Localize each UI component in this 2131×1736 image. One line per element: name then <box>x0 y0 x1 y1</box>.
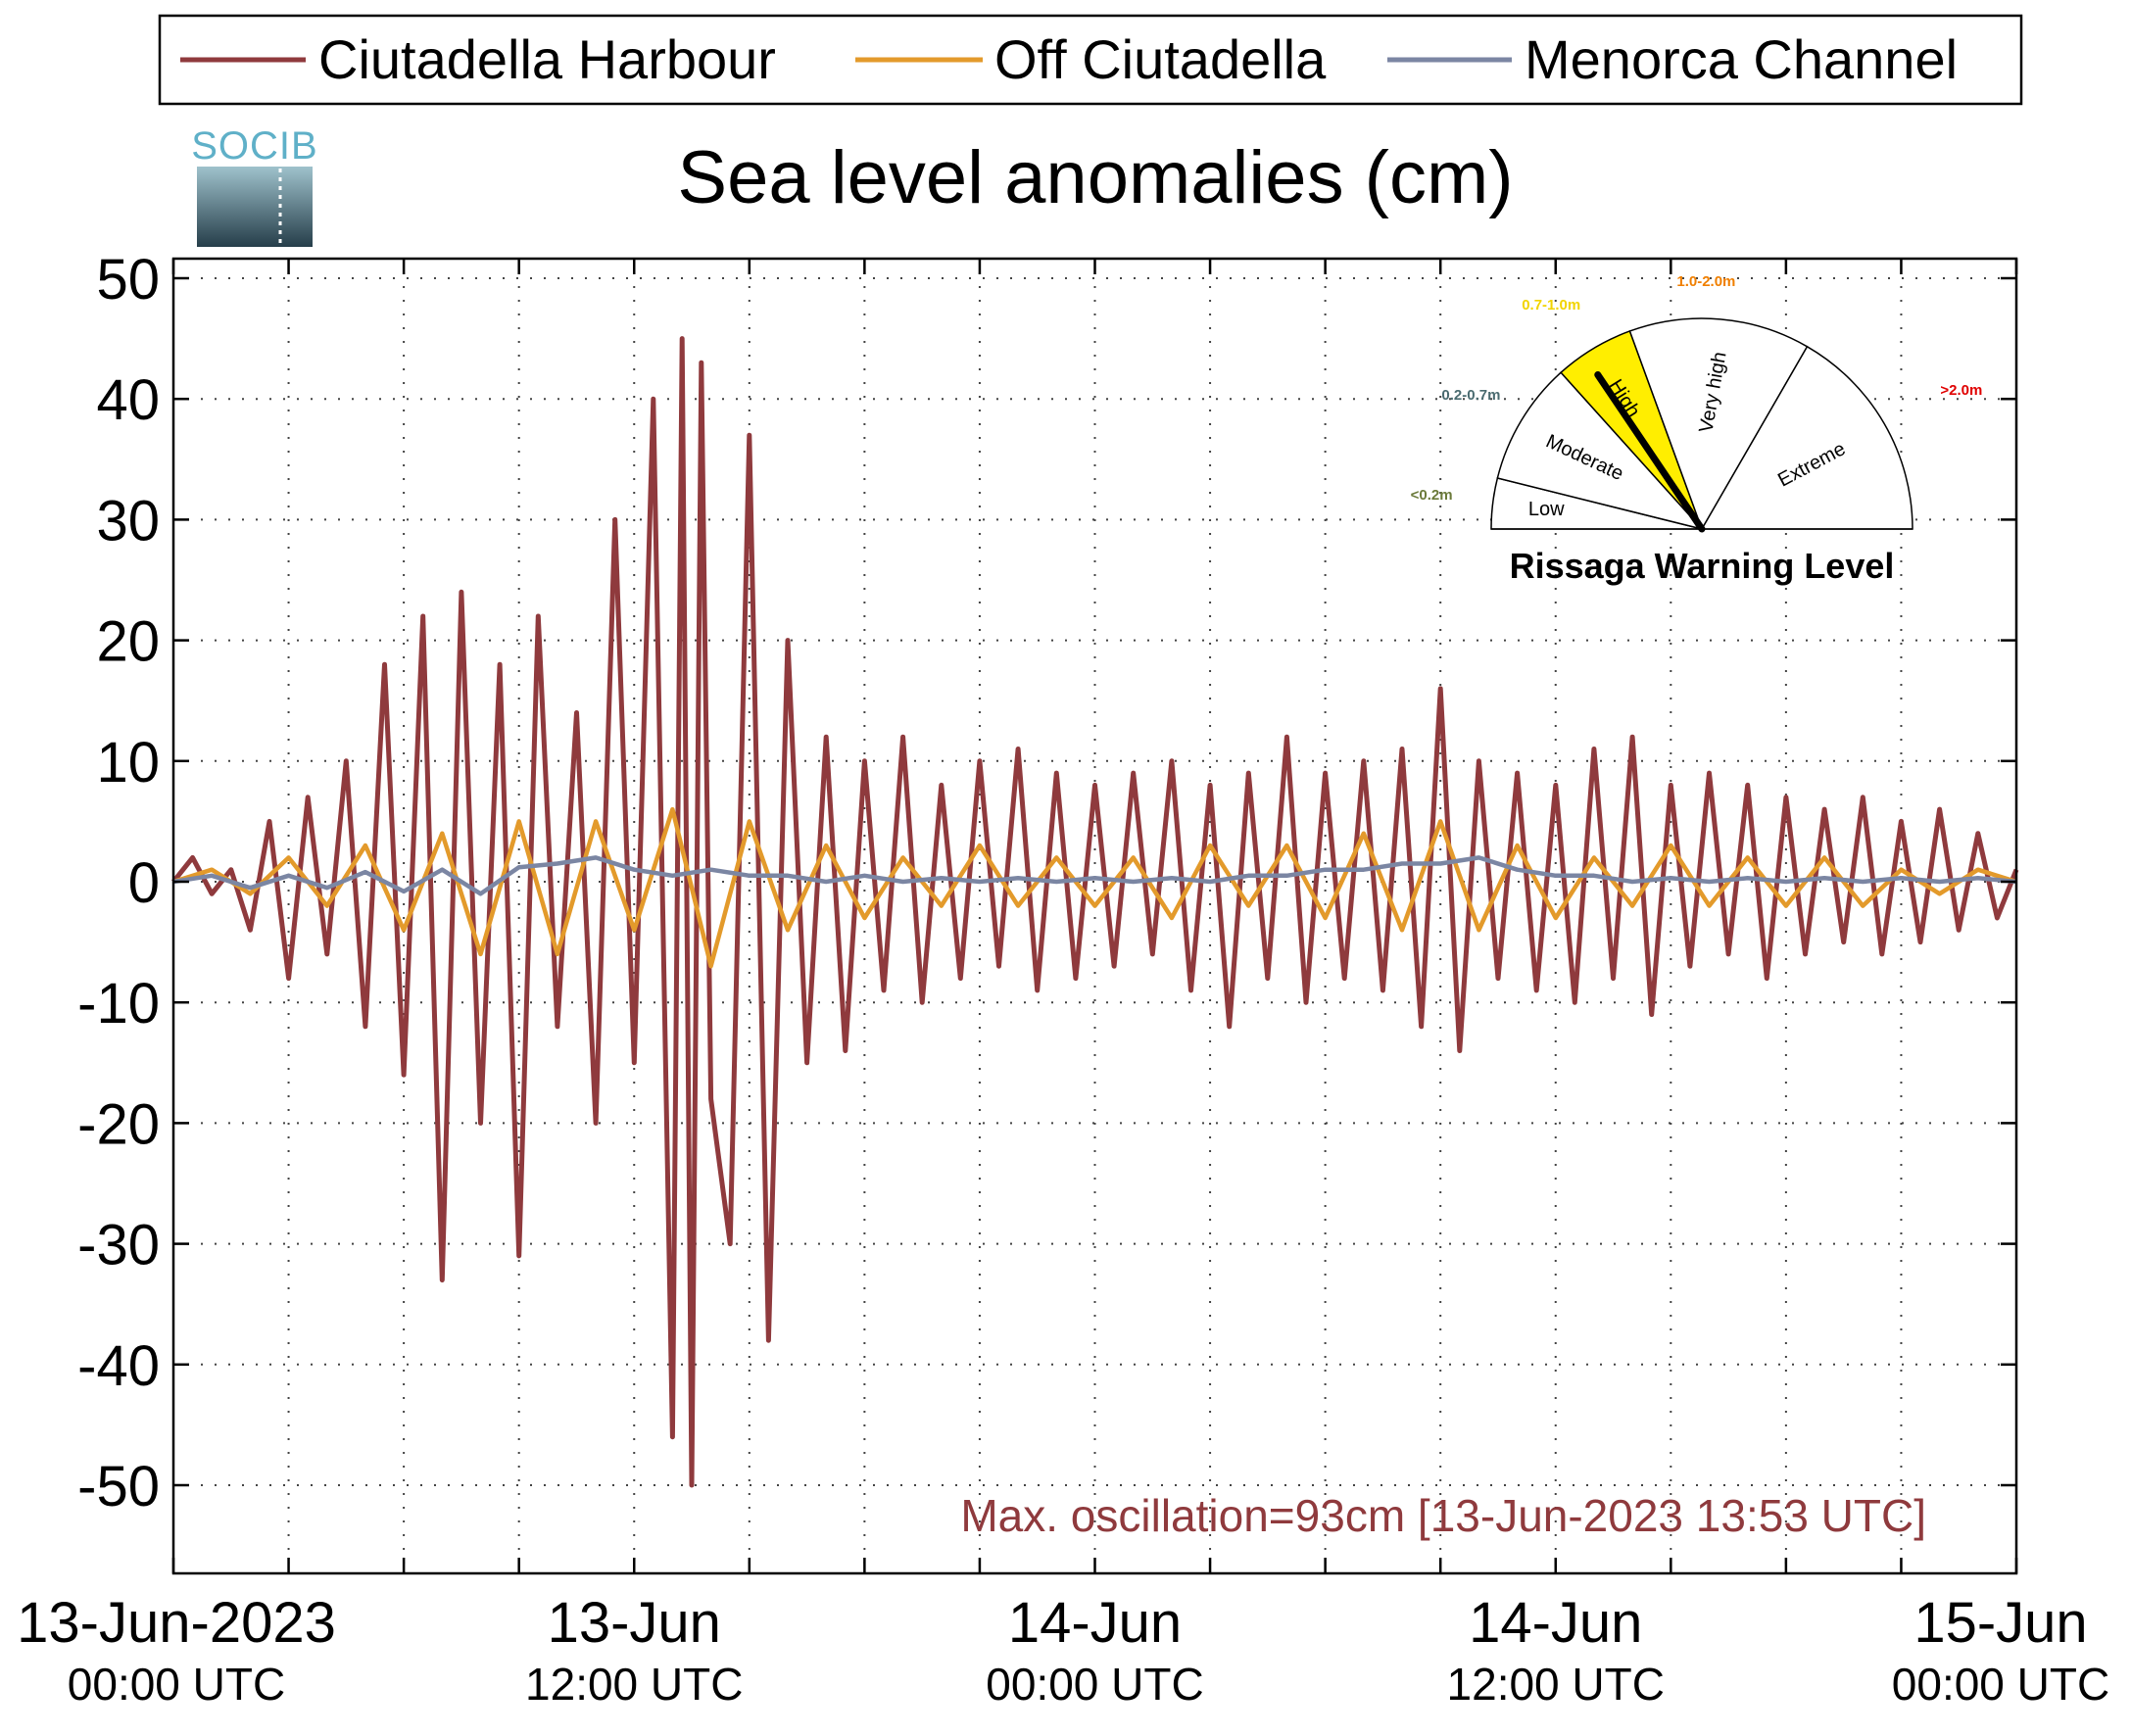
y-tick-label: -20 <box>77 1092 160 1156</box>
y-tick-label: 20 <box>96 610 160 674</box>
x-tick-label-date: 13-Jun <box>548 1591 721 1655</box>
x-tick-label-time: 12:00 UTC <box>525 1659 743 1710</box>
socib-logo: SOCIB <box>191 124 317 247</box>
y-tick-label: -30 <box>77 1214 160 1278</box>
legend: Ciutadella Harbour Off Ciutadella Menorc… <box>158 14 2023 106</box>
x-tick-label-time: 00:00 UTC <box>1892 1659 2109 1710</box>
gauge-range-label: 0.7-1.0m <box>1522 297 1580 313</box>
x-tick-label-date: 15-Jun <box>1913 1591 2087 1655</box>
legend-label-ciutadella-harbour: Ciutadella Harbour <box>318 28 776 90</box>
gauge-sector-label: Low <box>1528 499 1565 520</box>
x-tick-label-time: 00:00 UTC <box>68 1659 285 1710</box>
series-layer <box>171 336 2019 1488</box>
logo-block <box>197 167 313 247</box>
x-tick-label-date: 14-Jun <box>1008 1591 1182 1655</box>
gauge-range-label: 0.2-0.7m <box>1441 387 1500 404</box>
gauge-range-label: 1.0-2.0m <box>1676 273 1735 290</box>
gauge-range-label: <0.2m <box>1411 487 1453 504</box>
x-tick-label-date: 14-Jun <box>1469 1591 1642 1655</box>
series-line-off-ciutadella <box>172 806 2017 969</box>
chart-title: Sea level anomalies (cm) <box>677 136 1513 219</box>
y-tick-label: 0 <box>128 851 160 915</box>
y-tick-label: 40 <box>96 368 160 432</box>
series-line-menorca-channel <box>172 855 2017 896</box>
gauge-needle <box>1594 370 1706 533</box>
y-tick-label: -50 <box>77 1455 160 1519</box>
legend-label-menorca-channel: Menorca Channel <box>1525 28 1958 90</box>
legend-label-off-ciutadella: Off Ciutadella <box>994 28 1327 90</box>
y-tick-label: 50 <box>96 248 160 312</box>
x-tick-label-date: 13-Jun-2023 <box>17 1591 336 1655</box>
legend-box <box>158 14 2023 106</box>
y-axis: 50 40 30 20 10 0 -10 -20 -30 -40 -50 <box>77 248 2016 1519</box>
gauge-sector-extreme <box>1700 345 1913 530</box>
gauge-title: Rissaga Warning Level <box>1510 546 1895 586</box>
y-tick-label: -10 <box>77 972 160 1036</box>
x-tick-label-time: 12:00 UTC <box>1447 1659 1665 1710</box>
logo-text: SOCIB <box>191 124 317 168</box>
y-tick-label: 30 <box>96 489 160 553</box>
series-line-ciutadella-harbour <box>171 336 2019 1488</box>
max-oscillation-annotation: Max. oscillation=93cm [13-Jun-2023 13:53… <box>960 1490 1926 1541</box>
x-tick-label-time: 00:00 UTC <box>986 1659 1203 1710</box>
y-tick-label: 10 <box>96 731 160 795</box>
gauge-sector-moderate <box>1496 371 1705 531</box>
gauge-sector-very-high <box>1628 317 1809 531</box>
gauge-range-label: >2.0m <box>1940 382 1982 399</box>
y-tick-label: -40 <box>77 1334 160 1398</box>
